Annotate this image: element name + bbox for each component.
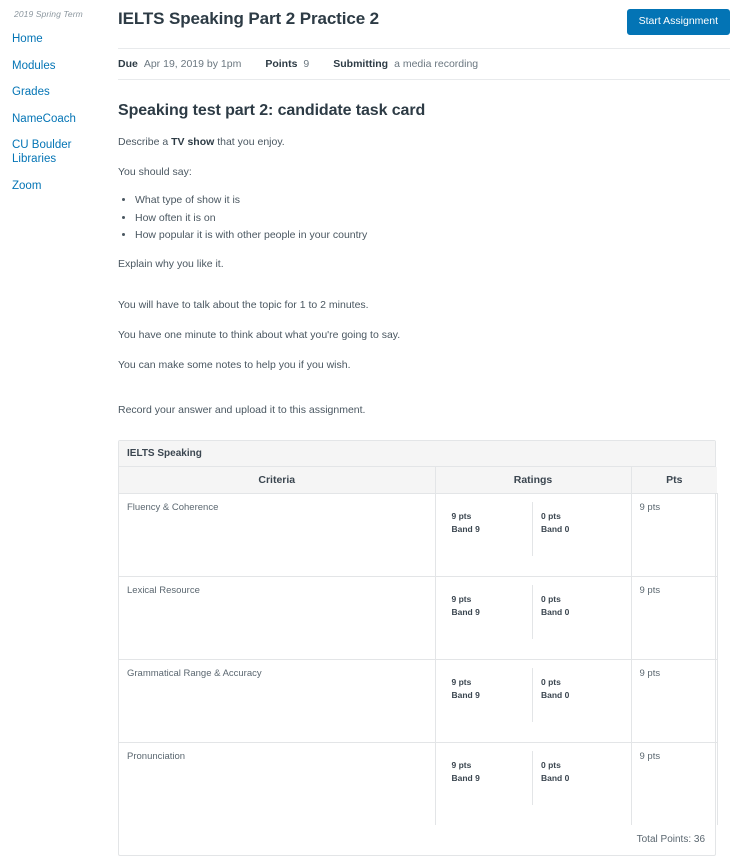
- ratings-wrapper: 9 pts Band 9 0 pts Band 0: [444, 668, 623, 722]
- assignment-page: 2019 Spring Term Home Modules Grades Nam…: [0, 0, 750, 631]
- table-row: Lexical Resource 9 pts Band 9 0 pts Band…: [119, 576, 718, 660]
- list-item: What type of show it is: [135, 193, 730, 207]
- column-header-ratings: Ratings: [435, 467, 632, 494]
- term-label: 2019 Spring Term: [14, 9, 83, 19]
- task-card-heading: Speaking test part 2: candidate task car…: [118, 102, 426, 119]
- ratings-cell: 9 pts Band 9 0 pts Band 0: [435, 493, 632, 577]
- sidebar-item-zoom[interactable]: Zoom: [12, 179, 42, 192]
- rating-option-high[interactable]: 9 pts Band 9: [444, 668, 533, 722]
- sidebar-item-cu-boulder-libraries[interactable]: CU Boulder Libraries: [12, 139, 72, 165]
- rubric-title: IELTS Speaking: [119, 441, 715, 467]
- criteria-name: Lexical Resource: [119, 576, 436, 660]
- rubric-table-head: Criteria Ratings Pts: [119, 467, 717, 494]
- rating-option-low[interactable]: 0 pts Band 0: [533, 668, 623, 722]
- sidebar-list-item: Grades: [0, 85, 110, 99]
- sidebar-list-item: Home: [0, 32, 110, 46]
- criteria-total-pts: 9 pts: [631, 742, 718, 825]
- assignment-meta-bar: Due Apr 19, 2019 by 1pm Points 9 Submitt…: [118, 48, 730, 80]
- assignment-header: IELTS Speaking Part 2 Practice 2 Start A…: [118, 0, 730, 35]
- points-label: Points: [265, 58, 298, 70]
- rating-label: Band 9: [451, 524, 480, 534]
- rating-label: Band 0: [541, 607, 570, 617]
- submitting-label: Submitting: [333, 58, 389, 70]
- rating-label: Band 0: [541, 524, 570, 534]
- sidebar-list-item: NameCoach: [0, 112, 110, 126]
- ratings-cell: 9 pts Band 9 0 pts Band 0: [435, 576, 632, 660]
- ratings-wrapper: 9 pts Band 9 0 pts Band 0: [444, 751, 623, 805]
- submitting-meta-group: Submitting a media recording: [333, 58, 478, 70]
- rating-points: 9 pts: [451, 677, 472, 687]
- points-value: 9: [303, 58, 310, 70]
- describe-topic: TV show: [171, 136, 215, 148]
- sidebar-item-namecoach[interactable]: NameCoach: [12, 112, 76, 125]
- page-title: IELTS Speaking Part 2 Practice 2: [118, 9, 380, 28]
- rubric-header-row: Criteria Ratings Pts: [119, 467, 717, 494]
- rating-option-low[interactable]: 0 pts Band 0: [533, 751, 623, 805]
- criteria-total-pts: 9 pts: [631, 493, 718, 577]
- submitting-value: a media recording: [394, 58, 479, 70]
- rating-points: 9 pts: [451, 760, 472, 770]
- sidebar-nav-list: Home Modules Grades NameCoach CU Boulder…: [0, 32, 110, 193]
- sidebar-item-home[interactable]: Home: [12, 33, 43, 45]
- criteria-name: Pronunciation: [119, 742, 436, 825]
- rating-label: Band 0: [541, 773, 570, 783]
- ratings-cell: 9 pts Band 9 0 pts Band 0: [435, 659, 632, 743]
- criteria-name: Grammatical Range & Accuracy: [119, 659, 436, 743]
- column-header-pts: Pts: [631, 467, 717, 494]
- think-time-text: You have one minute to think about what …: [118, 329, 401, 341]
- due-value: Apr 19, 2019 by 1pm: [143, 58, 242, 70]
- start-assignment-button[interactable]: Start Assignment: [626, 9, 730, 35]
- describe-prefix: Describe a: [118, 136, 172, 148]
- assignment-main-content: IELTS Speaking Part 2 Practice 2 Start A…: [110, 0, 750, 856]
- criteria-name: Fluency & Coherence: [119, 493, 436, 577]
- talk-duration-text: You will have to talk about the topic fo…: [118, 299, 369, 311]
- describe-prompt: Describe a TV show that you enjoy.: [118, 135, 730, 150]
- rubric-table-container: IELTS Speaking Criteria Ratings Pts Flue…: [118, 440, 718, 856]
- sidebar-list-item: CU Boulder Libraries: [0, 138, 110, 166]
- criteria-total-pts: 9 pts: [631, 576, 718, 660]
- table-row: Grammatical Range & Accuracy 9 pts Band …: [119, 659, 718, 743]
- criteria-total-pts: 9 pts: [631, 659, 718, 743]
- column-header-criteria: Criteria: [119, 467, 436, 494]
- list-item: How often it is on: [135, 211, 730, 225]
- ratings-cell: 9 pts Band 9 0 pts Band 0: [435, 742, 632, 825]
- rating-option-high[interactable]: 9 pts Band 9: [444, 502, 533, 556]
- rating-option-high[interactable]: 9 pts Band 9: [444, 751, 533, 805]
- record-instruction-text: Record your answer and upload it to this…: [118, 404, 366, 416]
- sidebar-item-grades[interactable]: Grades: [12, 86, 50, 98]
- task-bullet-list: What type of show it is How often it is …: [118, 193, 730, 242]
- table-row: Fluency & Coherence 9 pts Band 9 0 pts B…: [119, 493, 718, 577]
- sidebar-item-modules[interactable]: Modules: [12, 59, 56, 72]
- should-say-text: You should say:: [118, 166, 192, 178]
- rating-points: 0 pts: [541, 677, 561, 687]
- table-row: Pronunciation 9 pts Band 9 0 pts Band 0: [119, 742, 718, 825]
- rating-points: 9 pts: [451, 594, 472, 604]
- due-label: Due: [118, 58, 138, 70]
- rating-points: 9 pts: [451, 511, 472, 521]
- rating-option-low[interactable]: 0 pts Band 0: [533, 585, 623, 639]
- list-item: How popular it is with other people in y…: [135, 228, 730, 242]
- rating-label: Band 0: [541, 690, 570, 700]
- rubric-table: Criteria Ratings Pts Fluency & Coherence…: [119, 467, 718, 825]
- points-meta-group: Points 9: [265, 58, 309, 70]
- explain-text: Explain why you like it.: [118, 258, 224, 270]
- rating-points: 0 pts: [541, 594, 561, 604]
- notes-text: You can make some notes to help you if y…: [118, 359, 351, 371]
- ratings-wrapper: 9 pts Band 9 0 pts Band 0: [444, 502, 623, 556]
- due-meta-group: Due Apr 19, 2019 by 1pm: [118, 58, 241, 70]
- rating-option-high[interactable]: 9 pts Band 9: [444, 585, 533, 639]
- sidebar-list-item: Zoom: [0, 179, 110, 193]
- rating-points: 0 pts: [541, 511, 561, 521]
- course-navigation-sidebar: 2019 Spring Term Home Modules Grades Nam…: [0, 0, 110, 631]
- rating-label: Band 9: [451, 607, 480, 617]
- ratings-wrapper: 9 pts Band 9 0 pts Band 0: [444, 585, 623, 639]
- rating-label: Band 9: [451, 773, 480, 783]
- rubric-total-points: Total Points: 36: [636, 834, 705, 845]
- describe-suffix: that you enjoy.: [214, 136, 285, 148]
- rating-option-low[interactable]: 0 pts Band 0: [533, 502, 623, 556]
- rubric-table-body: Fluency & Coherence 9 pts Band 9 0 pts B…: [119, 493, 718, 825]
- rating-points: 0 pts: [541, 760, 561, 770]
- sidebar-list-item: Modules: [0, 59, 110, 73]
- rating-label: Band 9: [451, 690, 480, 700]
